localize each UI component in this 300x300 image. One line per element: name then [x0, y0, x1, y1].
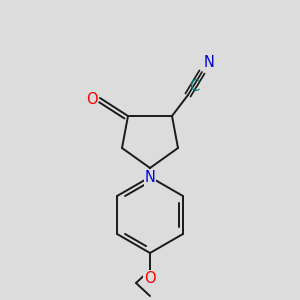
Text: O: O	[86, 92, 98, 106]
Text: N: N	[204, 55, 215, 70]
Text: C: C	[189, 79, 199, 94]
Text: N: N	[145, 170, 155, 185]
Text: O: O	[144, 271, 156, 286]
